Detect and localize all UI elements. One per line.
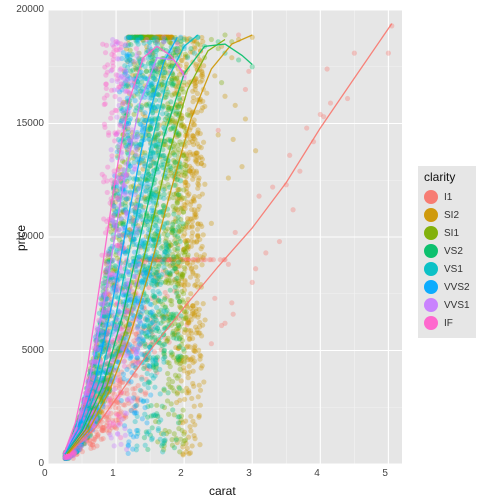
legend-label: VVS2 — [444, 282, 470, 293]
legend-label: VS1 — [444, 264, 463, 275]
legend-item: SI1 — [424, 224, 470, 242]
legend-label: SI2 — [444, 210, 459, 221]
legend-item: VS2 — [424, 242, 470, 260]
x-tick-label: 0 — [42, 468, 48, 479]
legend-item: VVS1 — [424, 296, 470, 314]
y-tick-label: 0 — [38, 458, 44, 469]
legend-swatch — [424, 262, 438, 276]
chart-container: carat price clarity I1SI2SI1VS2VS1VVS2VV… — [0, 0, 504, 504]
legend-item: I1 — [424, 188, 470, 206]
x-tick-label: 1 — [110, 468, 116, 479]
legend-swatch — [424, 226, 438, 240]
legend-label: VS2 — [444, 246, 463, 257]
y-tick-label: 15000 — [16, 118, 44, 129]
x-tick-label: 3 — [246, 468, 252, 479]
legend-item: SI2 — [424, 206, 470, 224]
y-tick-label: 5000 — [22, 345, 44, 356]
legend-label: VVS1 — [444, 300, 470, 311]
x-tick-label: 5 — [382, 468, 388, 479]
legend-swatch — [424, 280, 438, 294]
legend-swatch — [424, 190, 438, 204]
legend-swatch — [424, 244, 438, 258]
y-tick-label: 20000 — [16, 4, 44, 15]
legend-swatch — [424, 208, 438, 222]
x-tick-label: 2 — [178, 468, 184, 479]
legend-swatch — [424, 298, 438, 312]
legend-label: IF — [444, 318, 453, 329]
legend-swatch — [424, 316, 438, 330]
legend: clarity I1 SI2 SI1 VS2 VS1 VVS2 VVS1 IF — [418, 166, 476, 338]
legend-item: VS1 — [424, 260, 470, 278]
legend-item: VVS2 — [424, 278, 470, 296]
x-tick-label: 4 — [314, 468, 320, 479]
legend-label: I1 — [444, 192, 452, 203]
legend-item: IF — [424, 314, 470, 332]
legend-items: I1 SI2 SI1 VS2 VS1 VVS2 VVS1 IF — [424, 188, 470, 332]
y-tick-label: 10000 — [16, 231, 44, 242]
legend-label: SI1 — [444, 228, 459, 239]
x-axis-title: carat — [209, 484, 236, 498]
legend-title: clarity — [424, 170, 470, 184]
